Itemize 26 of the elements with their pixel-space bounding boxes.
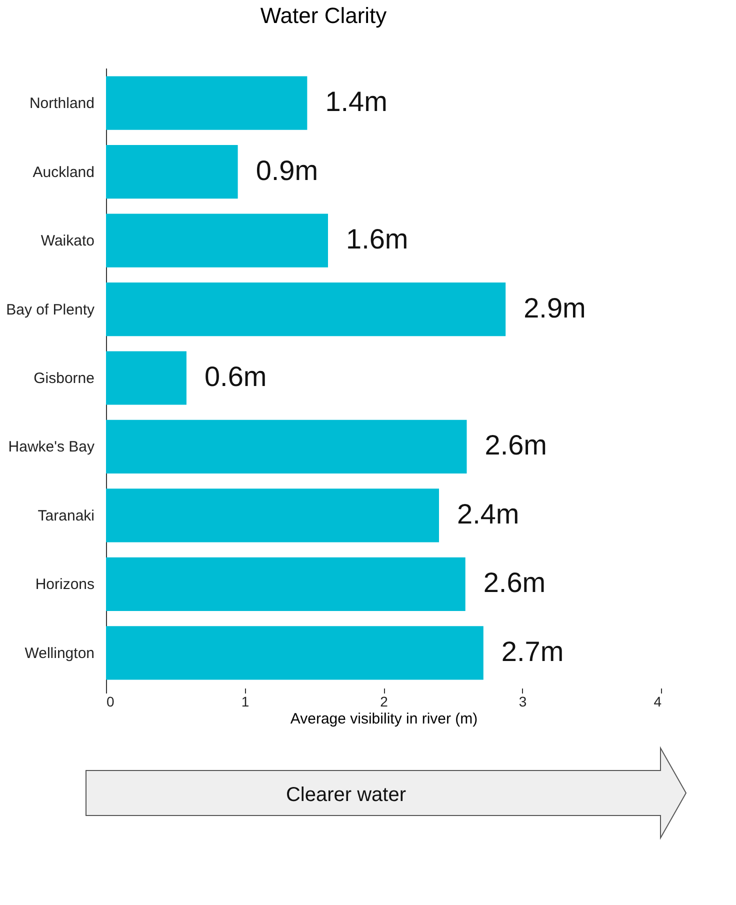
x-tick-label: 4 (654, 694, 662, 710)
y-tick-label: Gisborne (34, 370, 94, 387)
x-tick-label: 2 (380, 694, 388, 710)
x-tick-label: 0 (106, 694, 114, 710)
y-tick-label: Northland (29, 95, 94, 112)
x-tick-label: 1 (241, 694, 250, 710)
data-label: 1.4m (325, 86, 388, 118)
data-label: 0.9m (256, 154, 318, 186)
y-tick-label: Wellington (24, 644, 94, 662)
data-label: 2.4m (457, 498, 520, 530)
data-label: 2.6m (483, 567, 546, 598)
data-label: 1.6m (346, 224, 408, 255)
y-tick-label: Waikato (40, 232, 94, 250)
text: Clearer water (286, 784, 406, 806)
x-axis-title: Average visibility in river (m) (290, 710, 478, 728)
x-tick-label: 3 (518, 694, 527, 710)
data-label: 2.7m (501, 636, 564, 667)
y-tick-label: Hawke's Bay (8, 438, 95, 456)
data-label: 2.6m (484, 430, 547, 461)
y-tick-label: Auckland (32, 164, 94, 181)
data-label: 2.9m (524, 292, 586, 324)
data-label: 0.6m (204, 361, 267, 392)
y-tick-label: Horizons (35, 576, 94, 594)
y-tick-label: Bay of Plenty (6, 301, 95, 318)
chart-title: Water Clarity (260, 3, 387, 28)
y-tick-label: Taranaki (38, 507, 94, 524)
